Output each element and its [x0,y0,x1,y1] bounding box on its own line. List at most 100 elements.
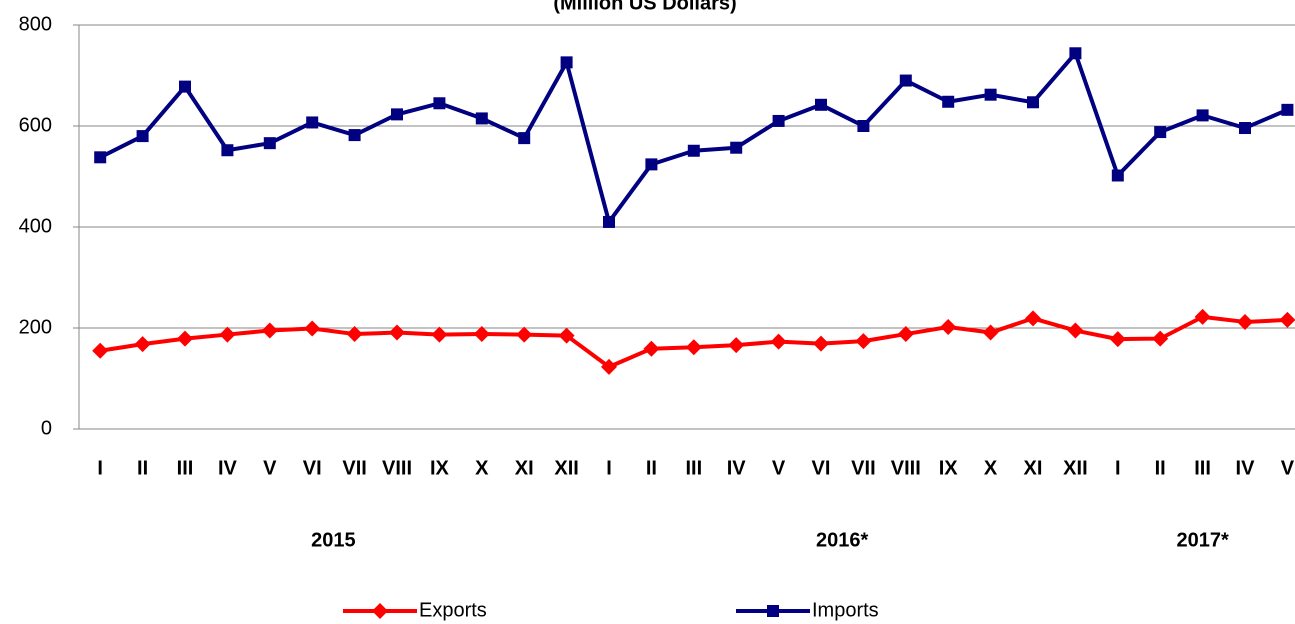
marker [1239,122,1251,135]
x-tick-label: I [97,457,103,479]
marker [346,326,363,343]
marker [603,215,615,228]
x-tick-label: III [1194,457,1211,479]
marker [560,56,573,69]
x-tick-label: II [137,457,148,479]
marker [855,333,872,350]
marker [1279,311,1295,328]
x-tick-label: X [984,457,998,479]
marker [372,603,388,619]
x-tick-label: VII [342,457,366,479]
marker [1027,96,1039,109]
marker [92,342,109,359]
x-tick-label: VII [851,457,875,479]
marker [813,335,829,352]
marker [1281,103,1294,116]
y-tick-label: 800 [19,13,52,35]
marker [815,98,827,111]
x-tick-label: XII [1063,457,1087,479]
marker [431,326,448,343]
marker [982,324,999,341]
x-tick-label: IV [1236,457,1256,479]
marker [1152,330,1169,347]
y-tick-label: 600 [19,114,52,136]
x-tick-label: VIII [891,457,921,479]
x-tick-label: IV [727,457,747,479]
marker [306,116,319,129]
x-tick-label: IV [218,457,238,479]
marker [770,333,787,350]
group-label: 2017* [1176,529,1228,551]
x-tick-label: III [685,457,702,479]
marker [1069,47,1082,60]
marker [136,130,149,143]
marker [219,326,236,343]
marker [643,340,660,357]
x-tick-label: II [646,457,657,479]
chart-subtitle: (Million US Dollars) [553,0,736,14]
marker [940,318,957,335]
x-tick-label: II [1155,457,1166,479]
x-tick-label: V [772,457,786,479]
x-tick-label: I [1115,457,1121,479]
x-tick-label: VI [812,457,831,479]
marker [518,132,531,145]
legend-label: Imports [812,599,879,621]
x-tick-label: V [263,457,277,479]
x-tick-label: IX [939,457,959,479]
marker [391,108,403,121]
marker [687,144,700,157]
marker [984,88,997,101]
marker [221,144,234,157]
marker [1025,310,1041,327]
marker [728,337,745,354]
marker [179,80,191,93]
marker [857,120,870,132]
marker [897,326,914,343]
x-tick-label: III [177,457,194,479]
group-label: 2015 [311,529,356,551]
y-tick-label: 400 [19,215,52,237]
x-tick-label: XI [515,457,534,479]
legend-label: Exports [419,599,487,621]
x-tick-label: IX [430,457,450,479]
marker [1196,109,1209,122]
x-tick-label: X [475,457,489,479]
marker [601,358,617,375]
marker [389,324,405,341]
marker [1154,126,1167,139]
marker [1237,313,1253,330]
x-tick-label: VIII [382,457,412,479]
marker [473,326,490,343]
marker [433,97,446,110]
marker [304,320,321,337]
marker [1067,322,1084,339]
marker [263,137,276,150]
marker [1194,308,1211,325]
marker [772,114,785,127]
x-tick-label: V [1281,457,1295,479]
marker [558,327,575,344]
y-tick-label: 0 [41,417,52,439]
marker [516,326,533,343]
marker [942,95,955,108]
marker [1111,169,1124,182]
marker [94,151,107,164]
marker [475,112,488,125]
x-tick-label: VI [303,457,322,479]
marker [177,330,193,347]
marker [685,339,702,356]
group-label: 2016* [816,529,868,551]
series-line [99,51,1289,224]
marker [134,336,151,353]
marker [261,322,278,339]
x-tick-label: XII [554,457,578,479]
marker [1109,331,1126,348]
x-tick-label: XI [1024,457,1043,479]
marker [348,129,361,142]
marker [730,141,743,154]
marker [767,605,779,617]
x-tick-label: I [606,457,612,479]
